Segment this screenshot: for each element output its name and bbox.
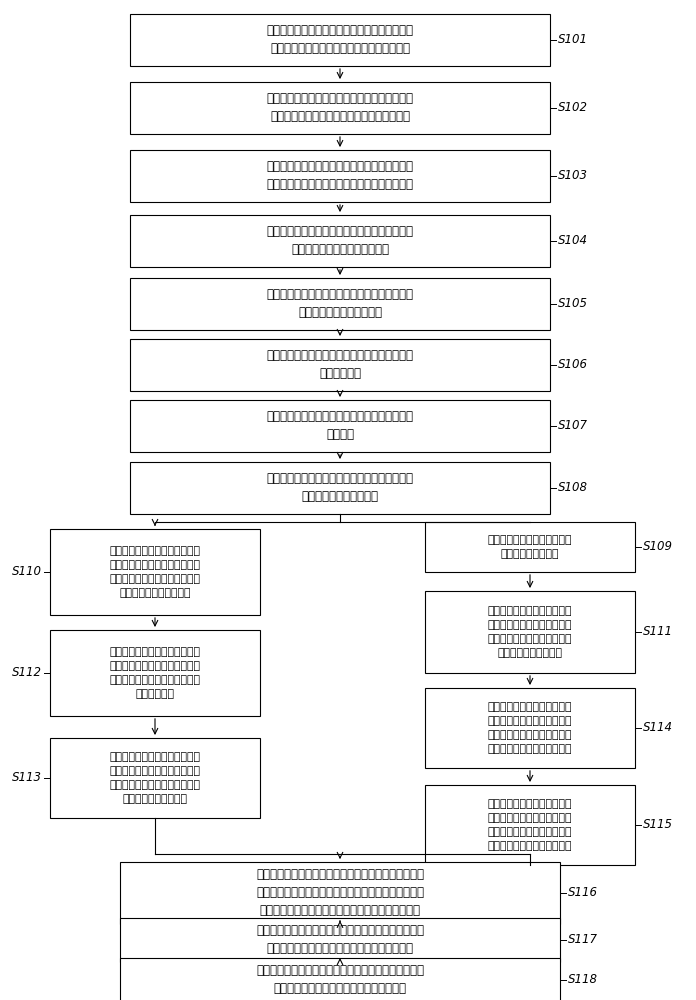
Text: S105: S105 bbox=[558, 297, 588, 310]
Text: 对所述第二实频向量序列和所
述第二虚频向量序列进行数字
陷波，得到第二实频向量陷波
序列和第二虚频向量陷波序列: 对所述第二实频向量序列和所 述第二虚频向量序列进行数字 陷波，得到第二实频向量陷… bbox=[488, 702, 572, 754]
Text: S107: S107 bbox=[558, 419, 588, 432]
FancyBboxPatch shape bbox=[130, 278, 550, 330]
Text: S101: S101 bbox=[558, 33, 588, 46]
Text: 对第一实频向量陷波序列和所述
第一虚频向量陷波序列进行积分
运算，得到第一实频向量积分值
和第一虚频向量积分值: 对第一实频向量陷波序列和所述 第一虚频向量陷波序列进行积分 运算，得到第一实频向… bbox=[109, 752, 200, 804]
Text: 将所述余弦函数调制序列进行
截短，获得截短序列: 将所述余弦函数调制序列进行 截短，获得截短序列 bbox=[488, 535, 572, 559]
Text: 将所述正向序列反向输出，获取所述正向序列的
反褶序列: 将所述正向序列反向输出，获取所述正向序列的 反褶序列 bbox=[267, 410, 413, 441]
Text: S118: S118 bbox=[568, 973, 598, 986]
FancyBboxPatch shape bbox=[130, 14, 550, 66]
Text: 对第二实频向量陷波序列和所
述第二虚频向量陷波序列进行
积分运算，得到第二实频向量
积分值和第二虚频向量积分值: 对第二实频向量陷波序列和所 述第二虚频向量陷波序列进行 积分运算，得到第二实频向… bbox=[488, 799, 572, 851]
Text: 根据所述预设采样频率和所述参考频率，得到所
述电力信号的单位周期序列长度: 根据所述预设采样频率和所述参考频率，得到所 述电力信号的单位周期序列长度 bbox=[267, 225, 413, 256]
Text: S111: S111 bbox=[643, 625, 673, 638]
FancyBboxPatch shape bbox=[130, 215, 550, 267]
FancyBboxPatch shape bbox=[50, 630, 260, 716]
Text: 根据所述预设序列长度，从所述初步采样序列中
获取正向序列: 根据所述预设序列长度，从所述初步采样序列中 获取正向序列 bbox=[267, 349, 413, 380]
Text: 根据预设的截止相位转换规则，将所述第一相位和所述
第二相位转换为所述余弦函数调制序列的初相位: 根据预设的截止相位转换规则，将所述第一相位和所述 第二相位转换为所述余弦函数调制… bbox=[256, 924, 424, 955]
Text: S112: S112 bbox=[12, 666, 42, 679]
Text: 对第一实频向量序列和第一虚频
向量序列进行数字陷波，得到第
一实频向量陷波序列和第一虚频
向量陷波序列: 对第一实频向量序列和第一虚频 向量序列进行数字陷波，得到第 一实频向量陷波序列和… bbox=[109, 647, 200, 699]
FancyBboxPatch shape bbox=[130, 462, 550, 514]
FancyBboxPatch shape bbox=[425, 785, 635, 865]
Text: S116: S116 bbox=[568, 886, 598, 899]
Text: 将参考频率的余弦函数和参考
频率的正弦函数分别与截短序
列相乘，得到第二实频向量序
列和第二虚频向量序列: 将参考频率的余弦函数和参考 频率的正弦函数分别与截短序 列相乘，得到第二实频向量… bbox=[488, 606, 572, 658]
Text: S109: S109 bbox=[643, 540, 673, 553]
FancyBboxPatch shape bbox=[120, 862, 560, 924]
FancyBboxPatch shape bbox=[130, 339, 550, 391]
FancyBboxPatch shape bbox=[425, 591, 635, 673]
Text: S108: S108 bbox=[558, 481, 588, 494]
FancyBboxPatch shape bbox=[50, 529, 260, 615]
FancyBboxPatch shape bbox=[120, 918, 560, 962]
FancyBboxPatch shape bbox=[130, 82, 550, 134]
Text: 根据预设的相位转换规则，将第一虚频向量积分值与第
一实频向量积分值转换为第一相位；将所述第二虚频向
量积分值与所述第二实频向量积分值转换为第二相位: 根据预设的相位转换规则，将第一虚频向量积分值与第 一实频向量积分值转换为第一相位… bbox=[256, 868, 424, 917]
Text: S106: S106 bbox=[558, 358, 588, 371]
Text: 将所述正向序列和所述反褶序列相加，得到零初
相位的余弦函数调制序列: 将所述正向序列和所述反褶序列相加，得到零初 相位的余弦函数调制序列 bbox=[267, 472, 413, 503]
FancyBboxPatch shape bbox=[130, 150, 550, 202]
Text: S115: S115 bbox=[643, 818, 673, 831]
Text: S110: S110 bbox=[12, 565, 42, 578]
Text: 根据预设的全相位差转换规则，将所述余弦函数调制序
列的初相位转换为所述电力信号的全相位差: 根据预设的全相位差转换规则，将所述余弦函数调制序 列的初相位转换为所述电力信号的… bbox=[256, 964, 424, 995]
Text: S104: S104 bbox=[558, 234, 588, 247]
Text: S102: S102 bbox=[558, 101, 588, 114]
FancyBboxPatch shape bbox=[50, 738, 260, 818]
Text: 根据所述初步采样序列长度对所述电力信号进行
初步采样，获取所述电力信号的初步采样序列: 根据所述初步采样序列长度对所述电力信号进行 初步采样，获取所述电力信号的初步采样… bbox=[267, 92, 413, 123]
Text: 将参考频率的余弦函数和参考频
率的正弦函数分别与余弦函数调
制序列相乘，得到第一实频向量
序列和第一虚频向量序列: 将参考频率的余弦函数和参考频 率的正弦函数分别与余弦函数调 制序列相乘，得到第一… bbox=[109, 546, 200, 598]
FancyBboxPatch shape bbox=[120, 958, 560, 1000]
Text: S103: S103 bbox=[558, 169, 588, 182]
FancyBboxPatch shape bbox=[130, 400, 550, 452]
Text: 根据电力信号频率范围的下限、预设采样频率和
预设整数信号周期数，得到初步采样序列长度: 根据电力信号频率范围的下限、预设采样频率和 预设整数信号周期数，得到初步采样序列… bbox=[267, 24, 413, 55]
Text: S114: S114 bbox=[643, 721, 673, 734]
Text: 根据所述预设整数信号周期数和所述单位周期序
列长度，得到预设序列长度: 根据所述预设整数信号周期数和所述单位周期序 列长度，得到预设序列长度 bbox=[267, 288, 413, 319]
FancyBboxPatch shape bbox=[425, 688, 635, 768]
FancyBboxPatch shape bbox=[425, 522, 635, 572]
Text: S117: S117 bbox=[568, 933, 598, 946]
Text: 对所述初步采样序列进行频率初测，获取电力信
号的初步频率，根据所述初步频率确定参考频率: 对所述初步采样序列进行频率初测，获取电力信 号的初步频率，根据所述初步频率确定参… bbox=[267, 160, 413, 191]
Text: S113: S113 bbox=[12, 771, 42, 784]
